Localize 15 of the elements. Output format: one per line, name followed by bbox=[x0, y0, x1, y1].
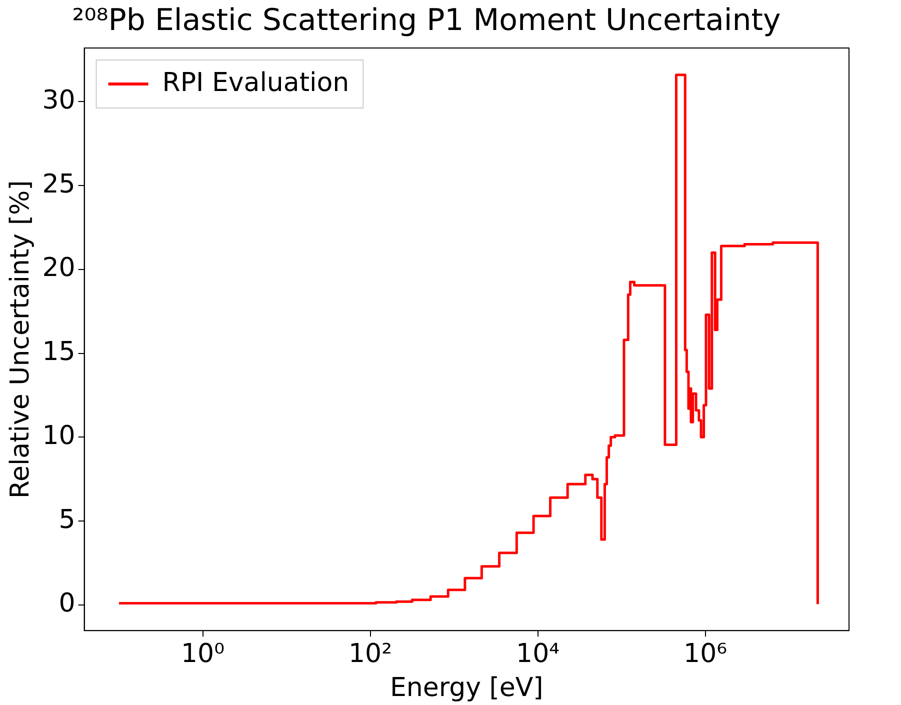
chart-title: ²⁰⁸Pb Elastic Scattering P1 Moment Uncertainty bbox=[72, 2, 781, 38]
y-tick-label: 25 bbox=[42, 169, 76, 200]
y-tick-label: 20 bbox=[42, 253, 76, 284]
y-tick-label: 30 bbox=[42, 85, 76, 116]
legend-label: RPI Evaluation bbox=[162, 68, 350, 98]
y-tick-label: 0 bbox=[58, 588, 76, 619]
x-axis-title: Energy [eV] bbox=[390, 673, 544, 704]
y-tick-label: 15 bbox=[42, 337, 76, 368]
y-tick-label: 10 bbox=[42, 420, 76, 451]
x-tick-label: 10² bbox=[348, 638, 392, 669]
y-axis-title: Relative Uncertainty [%] bbox=[5, 180, 36, 498]
x-tick-label: 10⁶ bbox=[684, 638, 728, 669]
x-tick-label: 10⁰ bbox=[181, 638, 225, 669]
y-tick-label: 5 bbox=[58, 504, 76, 535]
x-tick-label: 10⁴ bbox=[516, 638, 560, 669]
